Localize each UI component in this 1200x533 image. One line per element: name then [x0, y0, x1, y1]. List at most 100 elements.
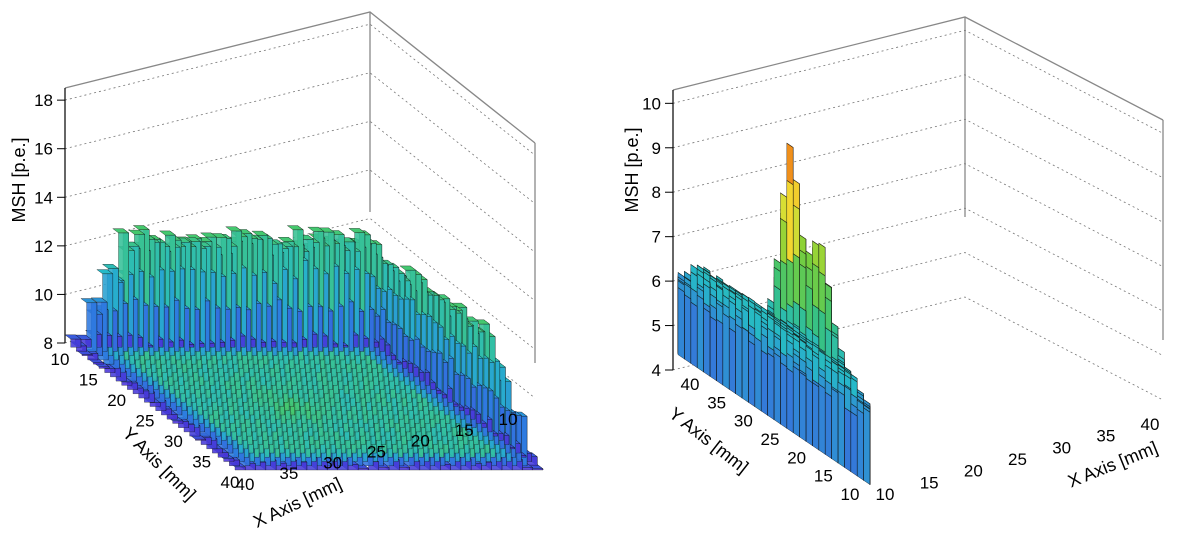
z-axis-title: MSH [p.e.]	[9, 137, 29, 222]
bar-face-top	[818, 242, 826, 249]
bar-face-side	[399, 467, 410, 471]
bar-face-side	[70, 338, 82, 348]
gridline-3	[672, 163, 1164, 268]
back-frame-top	[672, 16, 1164, 121]
box-frame	[672, 16, 1164, 340]
bar-face-top	[786, 258, 794, 264]
y-tick-label: 15	[79, 371, 98, 390]
gridline-4	[64, 72, 536, 205]
bar-face-side	[166, 414, 178, 420]
bar-face-top	[793, 253, 800, 259]
bar-face-top	[812, 262, 819, 269]
bar-face-top	[251, 230, 269, 236]
x-tick-label: 25	[367, 443, 386, 462]
bar-face-top	[80, 298, 98, 303]
bar-face-top	[307, 226, 325, 232]
x-tick-label: 35	[279, 464, 298, 483]
lego-plot-right: 4 5 6 7 8 9 10 MSH [p.e.] 10 15 20 25 30 35 40 40 35 30 25…	[600, 0, 1200, 533]
z-tick-label: 8	[652, 183, 661, 202]
z-tick-label: 16	[34, 140, 53, 159]
bar-face-top	[767, 309, 775, 315]
bar-face-side	[81, 354, 93, 356]
gridline-6	[672, 29, 1164, 134]
bar-face-top	[812, 332, 819, 339]
y-tick-label: 10	[51, 350, 70, 369]
z-tick-label: 10	[642, 94, 661, 113]
bar-face-top	[399, 265, 417, 271]
bar-face-top	[348, 228, 366, 233]
y-axis-title: Y Axis [mm]	[119, 423, 200, 504]
bar-face-top	[780, 319, 787, 325]
bar-face-top	[786, 319, 794, 326]
bar-face-top	[277, 237, 295, 242]
bar-face-top	[159, 230, 176, 236]
bar-face-side	[98, 366, 110, 369]
bar-face-side	[121, 381, 133, 386]
z-tick-label: 10	[34, 285, 53, 304]
bar-face-top	[128, 229, 146, 235]
gridline-4	[672, 118, 1164, 223]
y-tick-label: 25	[136, 412, 155, 431]
x-tick-label: 15	[455, 421, 474, 440]
bar-face-top	[780, 217, 787, 224]
bar-face-top	[64, 334, 82, 340]
bar-face-top	[812, 341, 819, 347]
gridline-5	[672, 74, 1164, 179]
x-tick-label: 40	[236, 475, 255, 494]
bar-face-side	[93, 362, 104, 365]
y-tick-label: 35	[192, 453, 211, 472]
bar-face-side	[378, 467, 390, 471]
bar-face-top	[786, 303, 794, 309]
bar-face-top	[837, 354, 845, 361]
bar-face-top	[837, 358, 845, 364]
bar-face-top	[786, 180, 794, 186]
bar-face-top	[812, 240, 819, 246]
bar-face-top	[805, 284, 813, 291]
bars	[64, 225, 544, 471]
back-frame-top	[64, 11, 536, 144]
lego-plot-left: 8 10 12 14 16 18 MSH [p.e.] 40 35 30 25 20 15 10 10 15 2…	[9, 11, 544, 532]
y-tick-label: 20	[107, 391, 126, 410]
bar-face-top	[786, 325, 794, 331]
y-tick-label: 30	[164, 432, 183, 451]
bar	[64, 334, 82, 348]
z-tick-label: 4	[652, 361, 661, 380]
bar-face-top	[780, 306, 787, 313]
bar-face-side	[212, 448, 223, 454]
bar-face-top	[773, 285, 781, 291]
bar-face-top	[805, 326, 813, 332]
bar-face-side	[104, 368, 116, 373]
z-tick-label: 9	[652, 139, 661, 158]
bar-face-side	[172, 420, 184, 424]
bar-face-top	[793, 325, 800, 331]
z-tick-label: 18	[34, 91, 53, 110]
bar-face-top	[286, 225, 304, 230]
bar-face-side	[217, 452, 229, 458]
bar-face-top	[786, 142, 794, 149]
z-tick-label: 7	[652, 228, 661, 247]
bar-face-top	[102, 264, 119, 269]
bar-face-top	[793, 322, 800, 329]
x-tick-label: 20	[411, 432, 430, 451]
z-tick-label: 8	[44, 334, 53, 353]
bar-face-top	[831, 356, 839, 362]
bar-face-side	[522, 467, 533, 471]
gridline-5	[64, 23, 536, 156]
x-tick-label: 30	[323, 453, 342, 472]
bar-face-top	[748, 296, 755, 303]
x-tick-label: 10	[499, 410, 518, 429]
bar-face-top	[812, 304, 819, 310]
bar-face-top	[90, 297, 108, 303]
bar-face-side	[195, 438, 206, 441]
bar-face-top	[112, 228, 130, 234]
bar-face-top	[780, 259, 787, 266]
bar-face-side	[149, 402, 161, 407]
z-tick-label: 14	[34, 188, 53, 207]
bar-face-top	[200, 232, 218, 238]
bar-face-top	[132, 225, 150, 230]
z-tick-label: 12	[34, 237, 53, 256]
bar	[74, 334, 92, 348]
